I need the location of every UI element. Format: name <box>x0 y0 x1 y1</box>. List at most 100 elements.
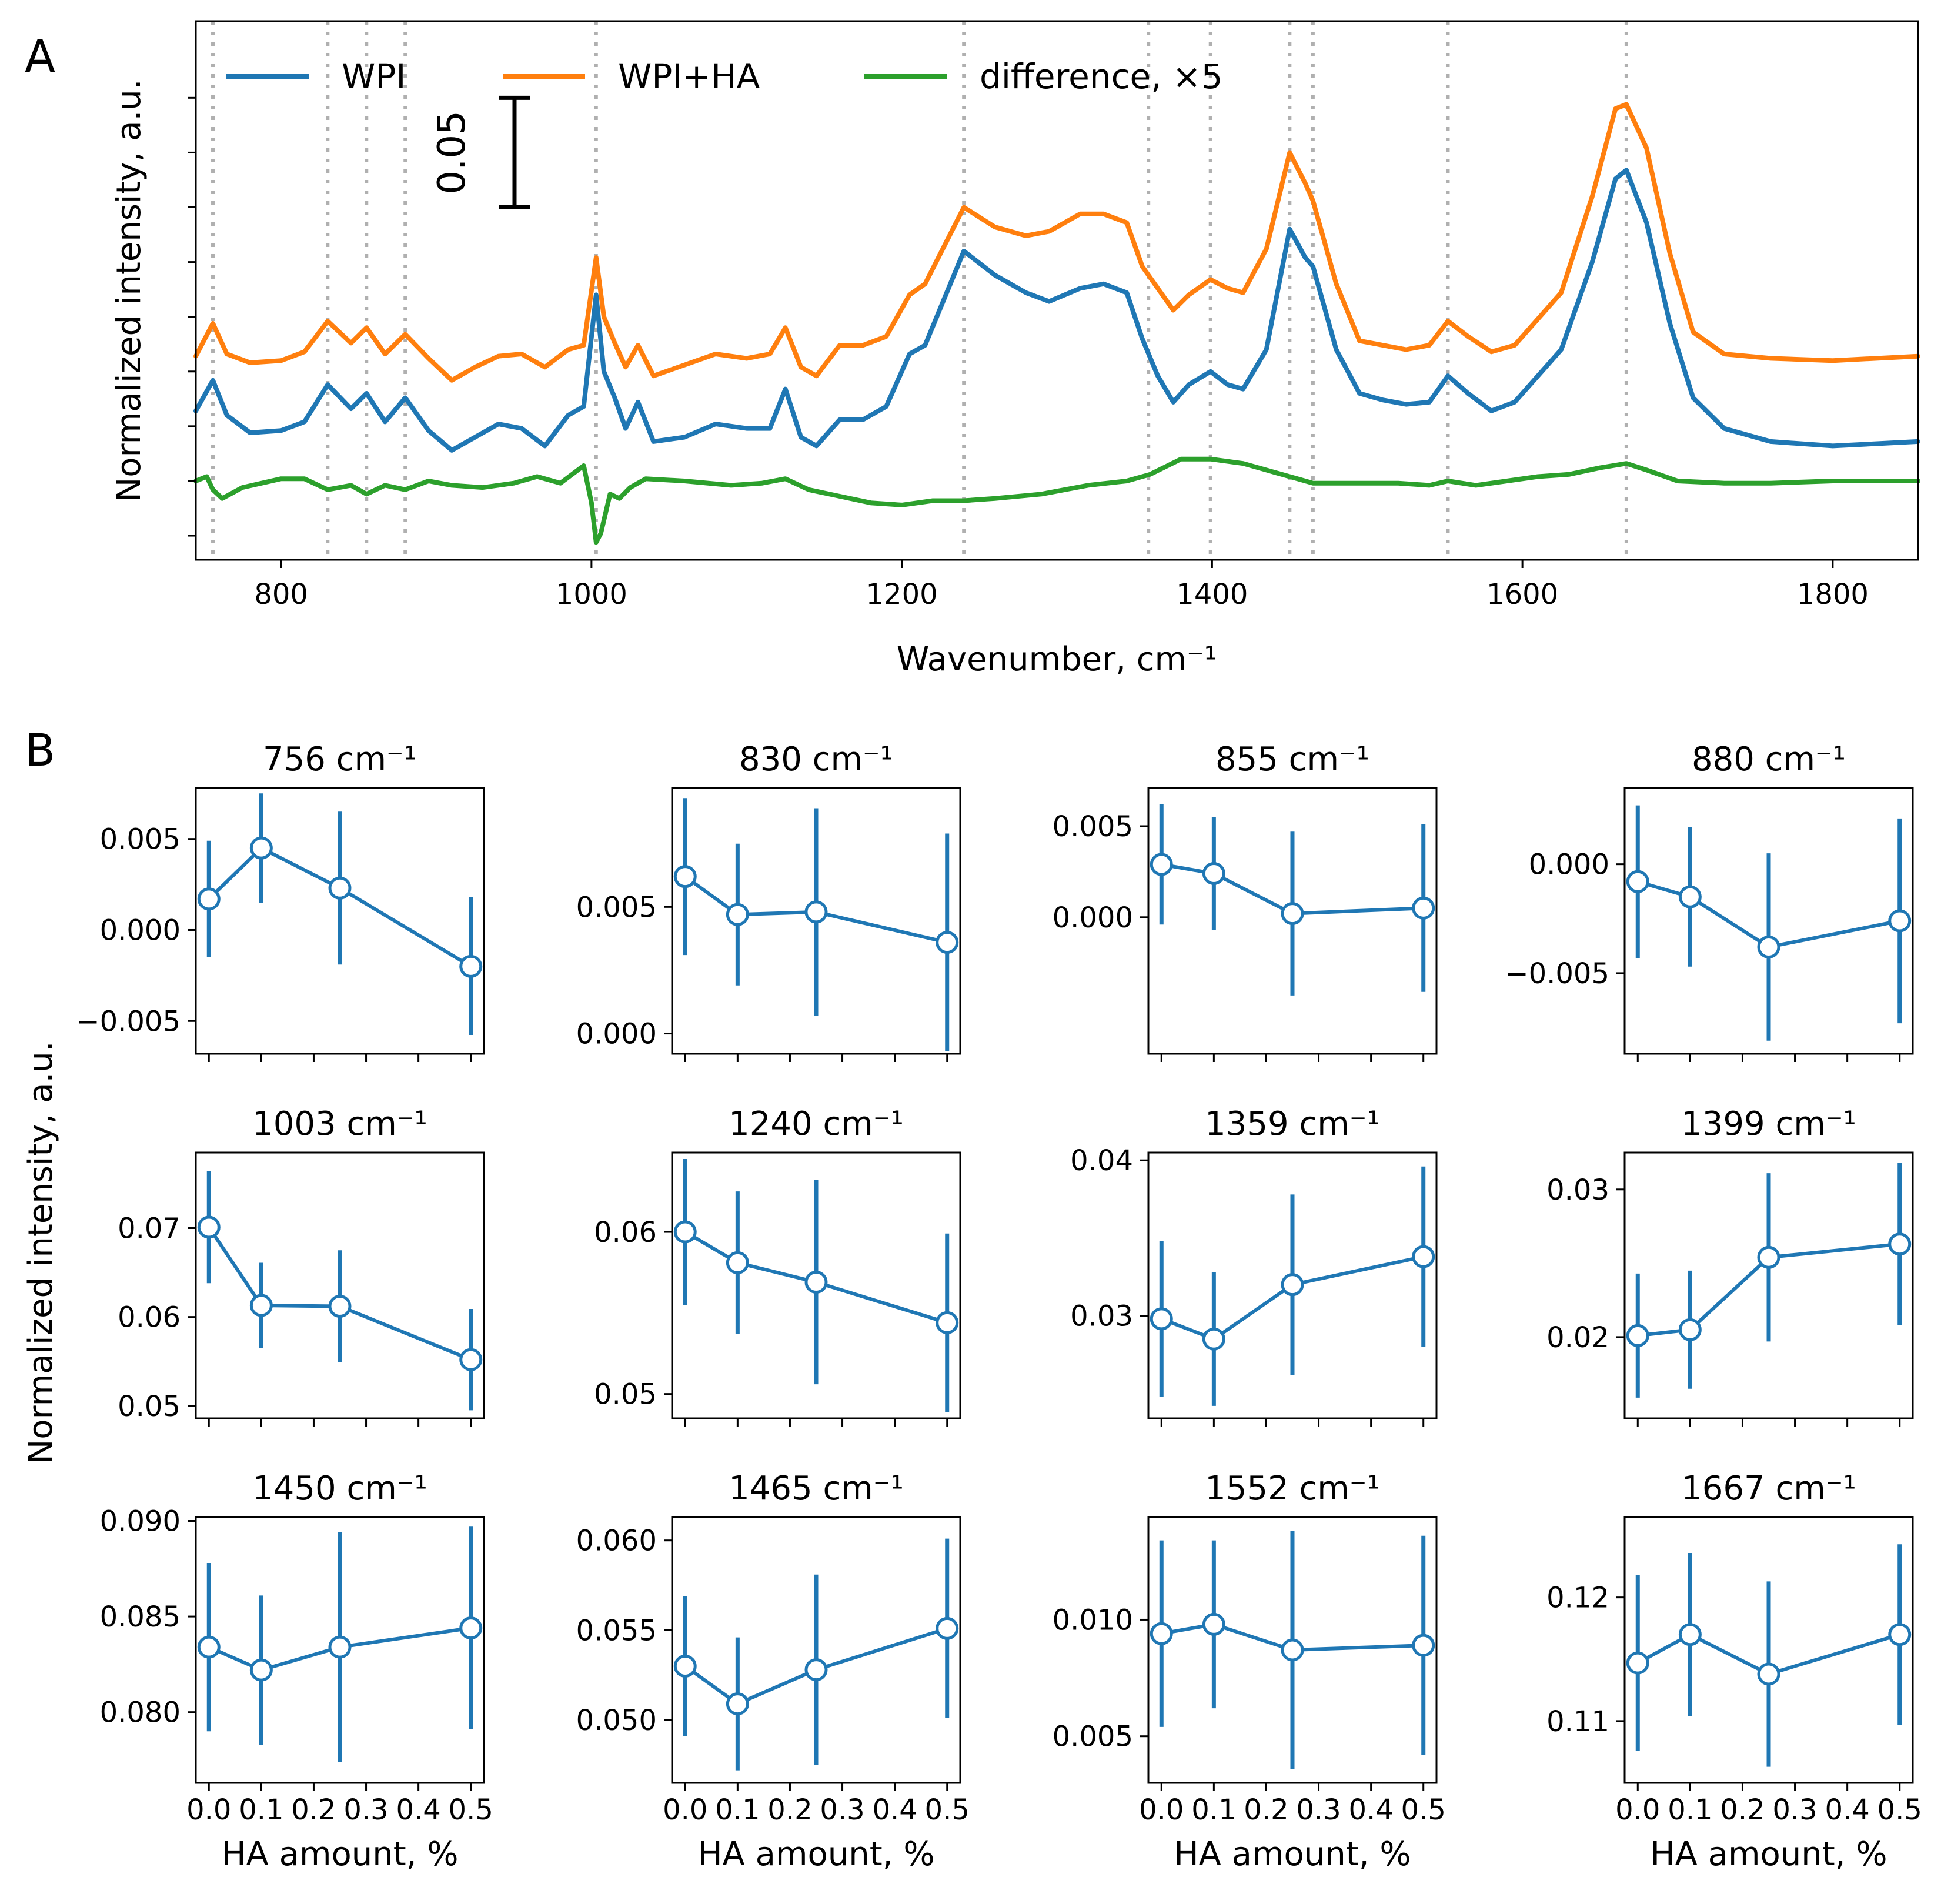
subplot-4-ytick-label-1: 0.06 <box>118 1301 181 1334</box>
subplot-9-ytick-label-1: 0.055 <box>576 1614 657 1647</box>
subplot-6-title: 1359 cm⁻¹ <box>1205 1105 1380 1143</box>
subplot-10-ytick-label-0: 0.005 <box>1053 1721 1133 1753</box>
subplot-3: 880 cm⁻¹ −0.005 0.000 <box>1505 740 1914 1062</box>
subplot-1-point-1 <box>726 903 749 926</box>
legend-label-1: WPI+HA <box>618 56 760 96</box>
subplot-0-point-3 <box>459 954 483 978</box>
subplot-1-ytick-label-0: 0.000 <box>576 1018 657 1051</box>
panel-a-xtick-label-2: 1200 <box>866 578 938 611</box>
subplot-10-xtick-label-2: 0.2 <box>1244 1793 1288 1826</box>
subplot-1-title: 830 cm⁻¹ <box>739 740 893 779</box>
panel-a-xtick-label-0: 800 <box>254 578 308 611</box>
subplot-7-line <box>1637 1242 1900 1338</box>
subplot-0-line <box>208 846 472 968</box>
subplot-8-ytick-label-0: 0.080 <box>100 1696 181 1729</box>
subplot-11-xtick-label-1: 0.1 <box>1668 1793 1712 1826</box>
subplot-5-title: 1240 cm⁻¹ <box>729 1105 904 1143</box>
subplot-8-xtick-label-2: 0.2 <box>291 1793 336 1826</box>
subplot-11-point-1 <box>1678 1623 1702 1646</box>
subplot-9-xlabel: HA amount, % <box>697 1835 934 1873</box>
subplot-2-ytick-label-0: 0.000 <box>1053 901 1133 934</box>
subplot-2-line <box>1161 863 1424 916</box>
subplot-9-xtick-label-2: 0.2 <box>767 1793 812 1826</box>
subplot-7-point-0 <box>1626 1324 1649 1347</box>
subplot-7-point-2 <box>1757 1245 1780 1269</box>
subplot-8-point-3 <box>459 1616 483 1640</box>
subplot-11-xtick-label-0: 0.0 <box>1615 1793 1660 1826</box>
subplot-10-xtick-label-1: 0.1 <box>1191 1793 1236 1826</box>
subplot-5-point-0 <box>673 1220 697 1244</box>
subplot-4-ytick-label-2: 0.07 <box>118 1212 181 1245</box>
subplot-4: 1003 cm⁻¹ 0.05 0.06 0.07 <box>118 1105 485 1427</box>
subplot-10-line <box>1161 1622 1424 1652</box>
panel-a-xtick-label-3: 1400 <box>1176 578 1248 611</box>
panel-b-ylabel: Normalized intensity, a.u. <box>22 1041 60 1464</box>
subplot-3-line <box>1637 880 1900 949</box>
subplot-6-point-1 <box>1202 1327 1225 1351</box>
subplot-10-xtick-label-0: 0.0 <box>1139 1793 1184 1826</box>
subplot-3-ytick-label-0: −0.005 <box>1505 957 1609 990</box>
subplot-9-point-2 <box>804 1658 828 1682</box>
subplot-4-line <box>207 1226 472 1361</box>
subplot-1-frame <box>671 787 961 1055</box>
subplot-11-ytick-label-1: 0.12 <box>1546 1582 1609 1615</box>
panel-a-xtick-label-4: 1600 <box>1486 578 1558 611</box>
subplot-11-xtick-label-5: 0.5 <box>1877 1793 1922 1826</box>
panel-a-xtick-label-5: 1800 <box>1797 578 1869 611</box>
subplot-6-ytick-label-1: 0.04 <box>1070 1144 1133 1177</box>
subplot-0-title: 756 cm⁻¹ <box>263 740 417 779</box>
subplot-9-frame <box>671 1516 961 1784</box>
subplot-11-xtick-label-2: 0.2 <box>1720 1793 1765 1826</box>
subplot-1-line <box>684 875 948 944</box>
subplot-0: 756 cm⁻¹ −0.005 0.000 0.005 <box>76 740 485 1062</box>
panel-a-series-1-line <box>193 102 1920 383</box>
subplot-2-frame <box>1147 787 1438 1055</box>
subplot-7-frame <box>1623 1151 1914 1419</box>
subplot-3-frame <box>1623 787 1914 1055</box>
panel-a-frame <box>195 20 1919 561</box>
subplot-1-ytick-label-1: 0.005 <box>576 891 657 924</box>
subplot-0-ytick-label-2: 0.005 <box>100 823 181 856</box>
subplot-9-xtick-label-5: 0.5 <box>925 1793 970 1826</box>
subplot-8-xlabel: HA amount, % <box>221 1835 458 1873</box>
panel-a-series-0-line <box>193 168 1920 453</box>
subplot-0-frame <box>195 787 485 1055</box>
subplot-6-frame <box>1147 1151 1438 1419</box>
subplot-3-point-0 <box>1626 870 1649 893</box>
subplot-2-title: 855 cm⁻¹ <box>1215 740 1369 779</box>
subplot-8-point-2 <box>328 1635 352 1659</box>
subplot-11-xtick-label-3: 0.3 <box>1772 1793 1817 1826</box>
panel-a-ylabel: Normalized intensity, a.u. <box>110 79 148 502</box>
subplot-4-point-1 <box>249 1294 273 1317</box>
subplot-2-point-0 <box>1150 853 1173 876</box>
subplot-9-xtick-label-3: 0.3 <box>820 1793 864 1826</box>
subplot-10-point-0 <box>1150 1622 1173 1645</box>
subplot-4-ytick-label-0: 0.05 <box>118 1390 181 1423</box>
subplot-8: 1450 cm⁻¹ 0.080 0.085 0.090 0.0 0.1 0.2 0.3 0.4 0… <box>100 1469 493 1873</box>
subplot-9-ytick-label-0: 0.050 <box>576 1704 657 1737</box>
subplot-10-frame <box>1147 1516 1438 1784</box>
subplot-0-ytick-label-1: 0.000 <box>100 914 181 947</box>
subplot-8-xtick-label-5: 0.5 <box>449 1793 493 1826</box>
subplot-10-xlabel: HA amount, % <box>1174 1835 1411 1873</box>
panel-b-letter: B <box>25 724 55 776</box>
subplot-9-point-3 <box>936 1616 959 1640</box>
subplot-9-point-0 <box>673 1654 697 1678</box>
subplot-11-line <box>1636 1632 1900 1676</box>
subplot-9-line <box>684 1626 948 1706</box>
panel-a-letter: A <box>25 30 55 82</box>
subplot-2-ytick-label-1: 0.005 <box>1053 810 1133 843</box>
subplot-3-point-1 <box>1678 885 1702 908</box>
subplot-5-point-3 <box>936 1311 959 1334</box>
subplot-5-point-2 <box>804 1270 828 1294</box>
subplot-0-point-1 <box>249 836 273 860</box>
subplot-2-point-3 <box>1412 896 1435 920</box>
subplot-4-frame <box>195 1151 485 1419</box>
subplot-11-frame <box>1623 1516 1914 1784</box>
subplot-2-point-1 <box>1202 862 1225 886</box>
subplot-7-title: 1399 cm⁻¹ <box>1681 1105 1856 1143</box>
subplot-10-point-1 <box>1202 1612 1225 1636</box>
subplot-5-ytick-label-1: 0.06 <box>594 1216 657 1249</box>
subplot-9-ytick-label-2: 0.060 <box>576 1525 657 1558</box>
